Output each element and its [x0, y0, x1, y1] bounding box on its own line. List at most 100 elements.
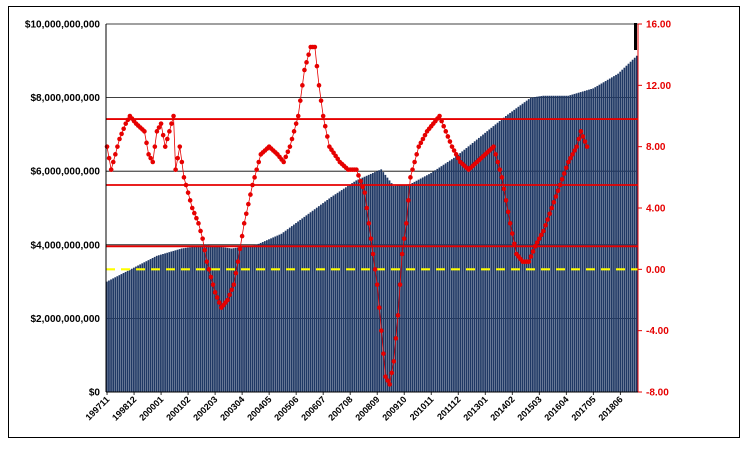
bar	[415, 180, 418, 392]
data-point	[370, 251, 376, 257]
bar	[214, 246, 216, 392]
data-point	[165, 136, 170, 142]
bar	[517, 106, 520, 393]
data-point	[210, 282, 216, 287]
bar	[286, 229, 289, 392]
y-left-tick-label: $2,000,000,000	[30, 314, 100, 325]
data-point	[501, 186, 507, 192]
bar	[342, 188, 345, 392]
data-point	[374, 282, 380, 287]
bar	[155, 255, 158, 392]
bar	[257, 243, 260, 392]
x-tick-label: 201112	[435, 394, 463, 422]
data-point	[243, 211, 249, 217]
data-point	[302, 67, 307, 73]
bar	[209, 245, 212, 392]
bar	[604, 81, 607, 392]
bar	[477, 137, 480, 392]
bar	[386, 177, 389, 392]
bar	[293, 224, 295, 392]
x-tick-label: 200304	[218, 394, 246, 422]
bar	[613, 76, 615, 392]
data-point	[322, 123, 328, 129]
data-point	[152, 144, 158, 149]
bar	[347, 185, 349, 392]
bar	[432, 171, 435, 392]
bar	[274, 236, 277, 392]
bar	[473, 141, 476, 392]
bar	[426, 175, 428, 392]
data-point	[187, 198, 193, 203]
data-point	[383, 374, 388, 379]
bar	[619, 71, 622, 392]
bar	[367, 174, 370, 392]
bar	[374, 172, 376, 392]
data-point	[325, 134, 330, 139]
bar	[338, 191, 341, 392]
bar	[488, 129, 491, 392]
data-point	[493, 152, 498, 157]
bar	[382, 172, 385, 392]
data-point	[142, 129, 147, 134]
data-point	[406, 198, 411, 203]
bar	[444, 163, 447, 392]
bar	[571, 94, 574, 393]
bar	[559, 95, 561, 392]
data-point	[564, 165, 569, 171]
bar	[546, 95, 549, 392]
bar	[162, 254, 164, 392]
y-right-tick-label: 8.00	[646, 142, 666, 153]
data-point	[512, 241, 517, 247]
data-point	[555, 188, 561, 194]
bar	[222, 247, 225, 392]
bar	[511, 111, 514, 393]
bar	[498, 121, 501, 392]
bar	[494, 124, 497, 392]
bar	[405, 184, 408, 392]
data-point	[368, 236, 374, 241]
bar	[388, 180, 391, 392]
data-point	[125, 117, 131, 123]
data-point	[248, 192, 253, 197]
data-point	[173, 167, 178, 172]
bar	[122, 273, 125, 392]
data-point	[150, 159, 156, 165]
data-point	[491, 144, 496, 149]
bar	[598, 84, 601, 392]
bar	[278, 234, 281, 392]
data-point	[420, 136, 426, 142]
bar	[336, 192, 339, 392]
data-point	[381, 351, 386, 356]
y-right-tick-label: 12.00	[646, 81, 671, 92]
data-point	[115, 144, 120, 149]
bar	[409, 184, 412, 392]
bar	[203, 245, 206, 392]
bar	[124, 271, 127, 392]
bar	[450, 159, 453, 392]
bar	[110, 279, 112, 392]
x-tick-label: 201806	[596, 394, 624, 422]
data-point	[366, 221, 372, 226]
bar	[596, 85, 599, 393]
bar	[307, 213, 310, 392]
data-point	[123, 121, 129, 126]
data-point	[397, 282, 403, 287]
bar	[187, 247, 189, 392]
bar	[191, 246, 193, 392]
bar	[295, 223, 297, 392]
bar	[361, 177, 364, 392]
x-tick-label: 200203	[191, 394, 219, 422]
bar	[594, 87, 597, 392]
x-tick-label: 199812	[110, 394, 138, 422]
data-point	[117, 136, 122, 142]
bar	[168, 252, 171, 392]
x-tick-label: 201604	[542, 394, 570, 422]
bar	[365, 175, 368, 392]
bar	[288, 227, 291, 392]
bar	[610, 77, 613, 393]
bar	[583, 90, 586, 392]
data-point	[414, 152, 419, 157]
bar	[120, 274, 123, 392]
data-point	[194, 215, 199, 221]
data-point	[162, 144, 168, 149]
